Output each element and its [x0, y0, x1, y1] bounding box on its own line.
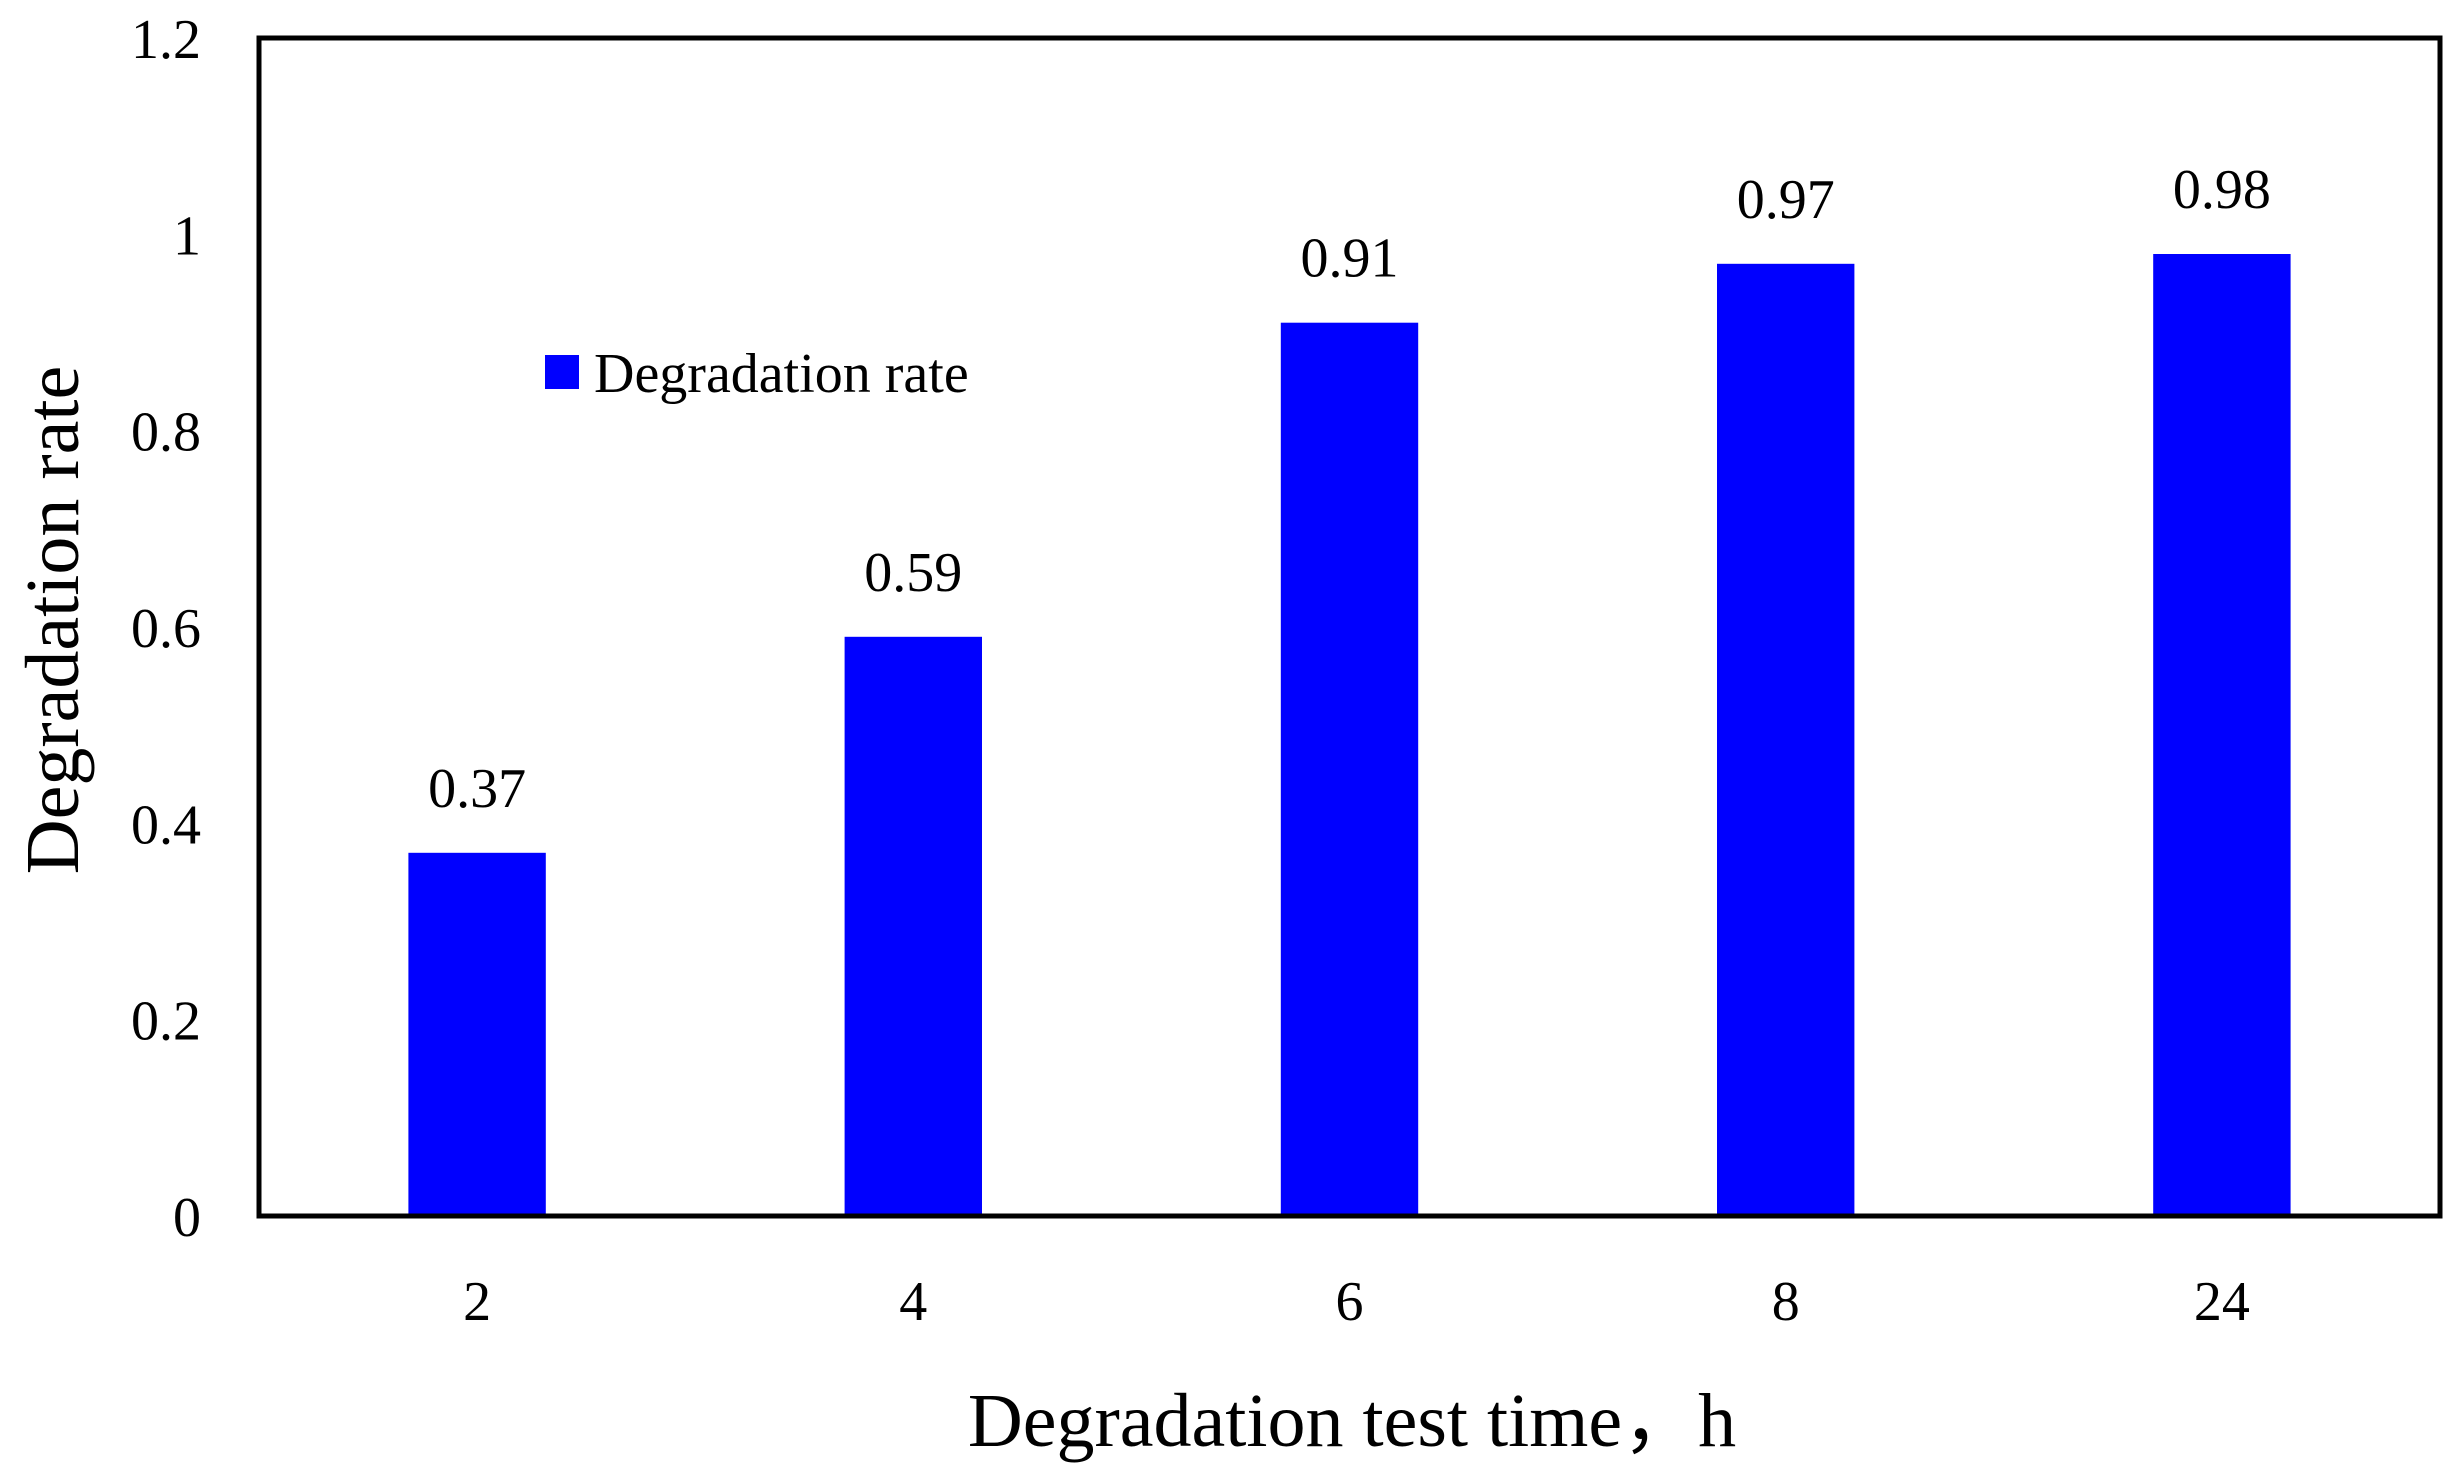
bar-8: [1717, 263, 1855, 1216]
y-axis-ticks: 0 0.2 0.4 0.6 0.8 1 1.2: [131, 9, 201, 1249]
y-tick-label: 0.8: [131, 402, 201, 464]
legend: Degradation rate: [545, 343, 969, 405]
y-tick-label: 0.6: [131, 598, 201, 660]
y-tick-label: 0: [173, 1187, 201, 1249]
data-labels-group: 0.37 0.59 0.91 0.97 0.98: [428, 159, 2271, 820]
data-label-8: 0.97: [1737, 169, 1835, 231]
y-tick-label: 0.2: [131, 991, 201, 1053]
data-label-6: 0.91: [1301, 228, 1399, 290]
legend-swatch: [545, 355, 579, 389]
bar-2: [408, 852, 546, 1216]
y-tick-label: 1.2: [131, 9, 201, 71]
legend-label: Degradation rate: [594, 343, 969, 405]
plot-area-frame: [256, 35, 2443, 1219]
x-tick-label-4: 4: [899, 1271, 927, 1333]
x-tick-label-2: 2: [463, 1271, 491, 1333]
y-tick-label: 0.4: [131, 794, 201, 856]
data-label-4: 0.59: [864, 542, 962, 604]
data-label-2: 0.37: [428, 758, 526, 820]
x-tick-label-6: 6: [1336, 1271, 1364, 1333]
data-label-24: 0.98: [2173, 159, 2271, 221]
x-tick-label-24: 24: [2194, 1271, 2250, 1333]
y-axis-title: Degradation rate: [11, 366, 95, 875]
bar-4: [844, 636, 982, 1216]
bar-24: [2153, 254, 2291, 1216]
x-axis-ticks: 2 4 6 8 24: [463, 1271, 2250, 1333]
bar-6: [1280, 322, 1419, 1216]
x-axis-title: Degradation test time，h: [968, 1379, 1736, 1463]
x-tick-label-8: 8: [1772, 1271, 1800, 1333]
y-tick-label: 1: [173, 205, 201, 267]
bars-group: [408, 254, 2291, 1216]
